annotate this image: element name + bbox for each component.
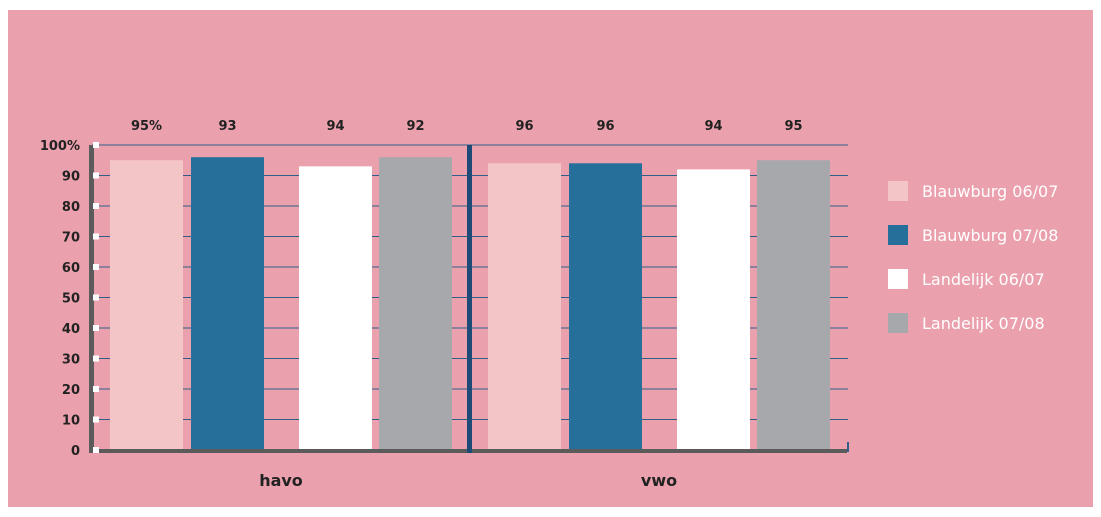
y-tick-mark <box>93 386 99 392</box>
y-tick-mark <box>93 233 99 240</box>
y-tick-label: 80 <box>62 200 80 215</box>
bar <box>488 163 561 451</box>
y-tick-label: 10 <box>62 414 80 429</box>
data-label: 94 <box>704 119 722 134</box>
category-labels: havo vwo <box>259 471 677 490</box>
y-tick-mark <box>93 447 99 453</box>
legend-item-blauwburg-0607: Blauwburg 06/07 <box>888 180 1058 202</box>
bar <box>757 160 830 450</box>
bar <box>191 157 264 450</box>
y-tick-mark <box>93 416 99 423</box>
y-tick-mark <box>93 325 99 331</box>
y-tick-mark <box>93 203 99 209</box>
legend-label: Landelijk 07/08 <box>922 313 1045 333</box>
legend-swatch <box>888 313 908 333</box>
data-label: 92 <box>406 119 424 134</box>
y-tick-mark <box>93 142 99 148</box>
y-tick-mark <box>93 294 99 301</box>
bar <box>569 163 642 451</box>
bar <box>379 157 452 450</box>
y-tick-label: 90 <box>62 170 80 185</box>
y-tick-mark <box>93 172 99 179</box>
y-tick-label: 20 <box>62 383 80 398</box>
legend: Blauwburg 06/07 Blauwburg 07/08 Landelij… <box>888 180 1058 356</box>
y-tick-label: 0 <box>71 444 80 459</box>
category-label: vwo <box>641 471 677 490</box>
y-tick-label: 70 <box>62 231 80 246</box>
y-tick-label: 40 <box>62 322 80 337</box>
data-label: 94 <box>326 119 344 134</box>
legend-label: Landelijk 06/07 <box>922 269 1045 289</box>
data-label: 96 <box>596 119 614 134</box>
data-label: 95 <box>784 119 802 134</box>
legend-swatch <box>888 225 908 245</box>
y-tick-mark <box>93 355 99 362</box>
legend-label: Blauwburg 06/07 <box>922 181 1059 201</box>
bars <box>110 157 830 451</box>
legend-item-blauwburg-0708: Blauwburg 07/08 <box>888 224 1058 246</box>
category-label: havo <box>259 471 303 490</box>
y-axis <box>89 145 94 453</box>
y-tick-labels: 0 10 20 30 40 50 60 70 80 90 100% <box>40 139 99 459</box>
y-tick-mark <box>93 264 99 270</box>
bar <box>299 166 372 450</box>
y-tick-label: 60 <box>62 261 80 276</box>
group-divider <box>467 145 472 453</box>
legend-label: Blauwburg 07/08 <box>922 225 1059 245</box>
y-tick-label: 50 <box>62 292 80 307</box>
legend-swatch <box>888 269 908 289</box>
data-labels: 95% 93 94 92 96 96 94 95 <box>131 119 803 134</box>
data-label: 93 <box>218 119 236 134</box>
legend-swatch <box>888 181 908 201</box>
y-tick-label: 30 <box>62 353 80 368</box>
bar <box>110 160 183 450</box>
bar <box>677 169 750 450</box>
legend-item-landelijk-0708: Landelijk 07/08 <box>888 312 1058 334</box>
data-label: 96 <box>515 119 533 134</box>
data-label: 95% <box>131 119 162 134</box>
y-tick-label: 100% <box>40 139 80 154</box>
legend-item-landelijk-0607: Landelijk 06/07 <box>888 268 1058 290</box>
